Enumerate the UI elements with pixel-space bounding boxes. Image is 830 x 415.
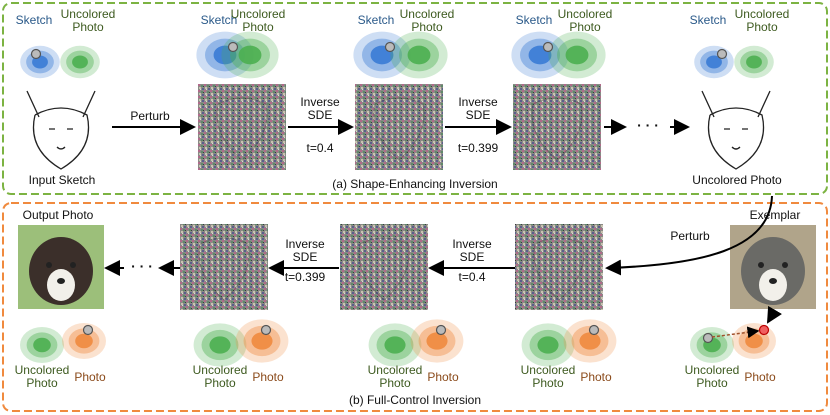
sample-point [716, 48, 728, 60]
faint-outline [531, 97, 583, 161]
panel-caption: (a) Shape-Enhancing Inversion [332, 177, 498, 191]
distribution-blob [72, 55, 88, 69]
exemplar-arrow [766, 305, 782, 324]
step-label: Perturb [130, 109, 170, 123]
faint-outline [216, 97, 268, 161]
step-time: t=0.399 [284, 270, 326, 284]
faint-outline [533, 237, 585, 301]
distribution-blob [238, 45, 262, 65]
distribution-label: Uncolored Photo [60, 7, 116, 34]
distribution-blob [706, 55, 722, 69]
sample-point [30, 48, 42, 60]
distribution-label: Uncolored Photo [684, 363, 740, 390]
photo-nose [57, 278, 65, 284]
distribution-blob [33, 337, 51, 353]
distribution-blob [579, 332, 601, 350]
distribution-label: Uncolored Photo [230, 7, 286, 34]
distribution-label: Sketch [200, 13, 238, 27]
output-label: Uncolored Photo [692, 173, 782, 187]
ellipsis: · · · [131, 258, 153, 274]
noise-image [180, 224, 268, 310]
guidance-arrow [711, 326, 760, 339]
distribution-label: Sketch [689, 13, 727, 27]
sample-point [82, 324, 94, 336]
distribution-blob [537, 336, 559, 354]
distribution-blob [209, 336, 231, 354]
sample-point [435, 324, 447, 336]
step-label: Inverse SDE [300, 95, 340, 122]
exemplar-label: Exemplar [749, 208, 801, 222]
distribution-label: Sketch [357, 13, 395, 27]
distribution-label: Uncolored Photo [367, 363, 423, 390]
top-panel [2, 2, 828, 195]
noise-image [355, 84, 443, 170]
sample-point [758, 324, 770, 336]
photo-muzzle [759, 269, 787, 301]
distribution-label: Sketch [515, 13, 553, 27]
sample-point [588, 324, 600, 336]
distribution-blob [75, 333, 93, 349]
photo-eye [70, 262, 76, 268]
distribution-label: Photo [427, 370, 459, 384]
noise-image [340, 224, 428, 310]
faint-outline [373, 97, 425, 161]
distribution-label: Uncolored Photo [520, 363, 576, 390]
photo-muzzle [47, 269, 75, 301]
sample-point [542, 41, 554, 53]
photo-eye [758, 262, 764, 268]
step-time: t=0.4 [306, 141, 334, 155]
step-label: Inverse SDE [285, 237, 325, 264]
distribution-label: Uncolored Photo [734, 7, 790, 34]
distribution-label: Photo [580, 370, 612, 384]
noise-image [513, 84, 601, 170]
sample-point [227, 41, 239, 53]
sample-point [384, 41, 396, 53]
perturb-arrow [605, 195, 773, 276]
distribution-label: Photo [744, 370, 776, 384]
distribution-label: Uncolored Photo [192, 363, 248, 390]
faint-outline [198, 237, 250, 301]
step-label: Inverse SDE [452, 237, 492, 264]
distribution-blob [384, 336, 406, 354]
photo-eye [782, 262, 788, 268]
sketch-lines [26, 90, 96, 170]
sample-point [702, 332, 714, 344]
photo-eye [46, 262, 52, 268]
distribution-blob [565, 45, 589, 65]
distribution-label: Uncolored Photo [557, 7, 613, 34]
step-label: Perturb [670, 229, 710, 243]
noise-image [515, 224, 603, 310]
sample-point [260, 324, 272, 336]
distribution-label: Photo [252, 370, 284, 384]
distribution-blob [746, 55, 762, 69]
distribution-label: Uncolored Photo [399, 7, 455, 34]
sketch-image [15, 85, 107, 171]
panel-caption: (b) Full-Control Inversion [348, 393, 482, 407]
sketch-lines [701, 90, 771, 170]
sketch-image [690, 85, 782, 171]
photo-nose [769, 278, 777, 284]
distribution-label: Sketch [15, 13, 53, 27]
distribution-blob [426, 332, 448, 350]
output-label: Output Photo [22, 208, 94, 222]
ellipsis: · · · [637, 117, 659, 133]
noise-image [198, 84, 286, 170]
bottom-panel [2, 202, 828, 412]
distribution-label: Photo [74, 370, 106, 384]
step-time: t=0.4 [458, 270, 486, 284]
faint-outline [358, 237, 410, 301]
distribution-label: Uncolored Photo [14, 363, 70, 390]
distribution-blob [251, 332, 273, 350]
step-time: t=0.399 [457, 141, 499, 155]
step-label: Inverse SDE [458, 95, 498, 122]
input-label: Input Sketch [28, 173, 96, 187]
distribution-blob [407, 45, 431, 65]
distribution-blob [745, 333, 763, 349]
